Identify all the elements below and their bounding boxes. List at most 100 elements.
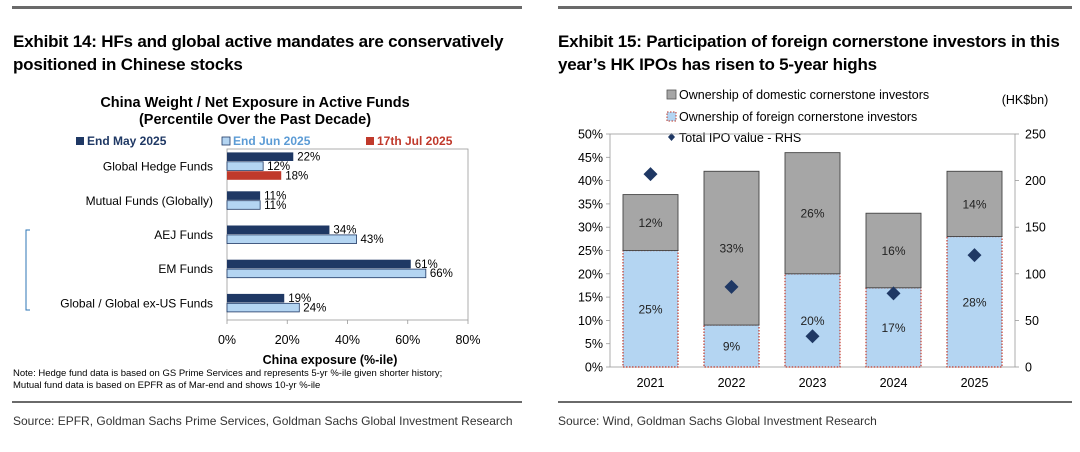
ipo-value-diamond [805,329,820,344]
legend-label: End May 2025 [87,134,167,148]
y-tick-label: 0% [585,361,603,375]
bar-foreign [703,324,760,368]
note-line-2: Mutual fund data is based on EPFR as of … [13,380,320,391]
legend-swatch [666,89,677,100]
y-tick-labels: 0% 5% 10% 15% 20% 25% 30% 35% 40% 45% 50% [578,128,610,375]
bar-value-label: 11% [264,190,286,202]
category-label: Global / Global ex-US Funds [60,296,213,310]
bar [227,293,285,303]
title-line-1: Exhibit 15: Participation of foreign cor… [558,32,1060,51]
bar-domestic [622,194,679,251]
bar-value-label: 12% [638,216,662,230]
category-label: Global Hedge Funds [103,160,213,174]
y-tick-label: 20% [578,267,603,281]
legend-swatch [76,137,84,145]
bar [227,171,282,180]
chart-title-line-2: (Percentile Over the Past Decade) [139,112,371,128]
y-tick-label: 10% [578,314,603,328]
exhibit-15-panel: Exhibit 15: Participation of foreign cor… [540,0,1080,452]
bar-value-label: 43% [361,234,384,246]
bar [226,234,357,244]
bars: 22% 12%18% 11%11% 34% 43% 61%66% 19%24% [226,152,453,314]
bar-value-label: 16% [881,244,905,258]
region-bracket [25,229,30,311]
bar-domestic [703,170,760,326]
chart-legend: Ownership of domestic cornerstone invest… [666,88,929,145]
legend-label: Ownership of foreign cornerstone investo… [679,110,917,124]
y2-tick-label: 50 [1025,314,1039,328]
y-tick-label: 35% [578,197,603,211]
chart-legend: End May 2025 End Jun 2025 17th Jul 2025 [76,134,453,148]
bar-value-label: 25% [638,302,662,316]
y-tick-label: 5% [585,337,603,351]
bar-foreign [622,249,679,368]
category-label: AEJ Funds [154,228,213,242]
x-tick-label: 2022 [718,376,746,390]
x-axis-label: China exposure (%-ile) [263,353,398,367]
ipo-value-diamond [886,286,901,301]
bar-foreign [784,273,841,368]
y-tick-label: 15% [578,291,603,305]
category-label: EM Funds [158,262,213,276]
bar-foreign [865,287,922,368]
y2-tick-label: 0 [1025,361,1032,375]
y-tick-label: 45% [578,151,603,165]
top-rule [12,6,522,9]
source-note: Source: EPFR, Goldman Sachs Prime Servic… [13,414,513,428]
x-tick-labels: 2021 2022 2023 2024 2025 [637,376,989,390]
ipo-value-diamond [643,167,658,182]
bottom-rule [12,401,522,403]
bar-value-label: 34% [333,225,356,237]
legend-label: Ownership of domestic cornerstone invest… [679,88,929,102]
legend-swatch [666,111,677,122]
x-tick-label: 2025 [961,376,989,390]
source-note: Source: Wind, Goldman Sachs Global Inves… [558,414,877,428]
title-line-1: Exhibit 14: HFs and global active mandat… [13,32,504,51]
y2-axis-unit: (HK$bn) [1002,93,1049,107]
bar-value-label: 61% [415,259,438,271]
bar [226,161,264,171]
note-line-1: Note: Hedge fund data is based on GS Pri… [13,368,442,379]
bar-value-label: 20% [800,314,824,328]
bar-value-label: 12% [267,161,290,173]
exhibit-15-title: Exhibit 15: Participation of foreign cor… [558,30,1060,76]
y-tick-label: 30% [578,221,603,235]
title-line-2: positioned in Chinese stocks [13,55,243,74]
bar-domestic [784,152,841,275]
ipo-value-diamond [967,248,982,263]
legend-label: End Jun 2025 [233,134,311,148]
exposure-bar-chart: China Weight / Net Exposure in Active Fu… [13,95,481,391]
legend-swatch [221,136,231,146]
bar-domestic [946,170,1003,237]
x-tick-label: 2024 [880,376,908,390]
bar-value-label: 66% [430,268,453,280]
exhibit-14-panel: Exhibit 14: HFs and global active mandat… [12,6,522,428]
legend-swatch [366,137,374,145]
bar-value-label: 9% [723,340,741,354]
y2-tick-label: 250 [1025,128,1046,142]
x-tick-label: 40% [335,333,360,347]
y-tick-label: 40% [578,174,603,188]
bar [227,225,330,235]
bar-value-label: 26% [800,207,824,221]
bar-value-label: 17% [881,321,905,335]
category-label: Mutual Funds (Globally) [86,194,213,208]
x-tick-label: 0% [218,333,236,347]
bar-value-label: 24% [303,302,326,314]
bar-value-label: 33% [719,242,743,256]
bar [226,268,427,279]
bar-value-label: 14% [962,197,986,211]
bar-domestic [865,212,922,289]
legend-diamond [668,133,675,141]
bar [226,302,300,313]
bottom-rule [558,401,1072,403]
bar-value-label: 28% [962,295,986,309]
x-tick-labels: 0% 20% 40% 60% 80% [218,320,481,347]
ipo-value-diamond [724,279,739,294]
y-tick-label: 25% [578,244,603,258]
x-tick-label: 60% [395,333,420,347]
ipo-stacked-chart: Ownership of domestic cornerstone invest… [578,88,1049,390]
top-rule [558,6,1072,9]
legend-label: 17th Jul 2025 [377,134,453,148]
legend-label: Total IPO value - RHS [679,131,801,145]
